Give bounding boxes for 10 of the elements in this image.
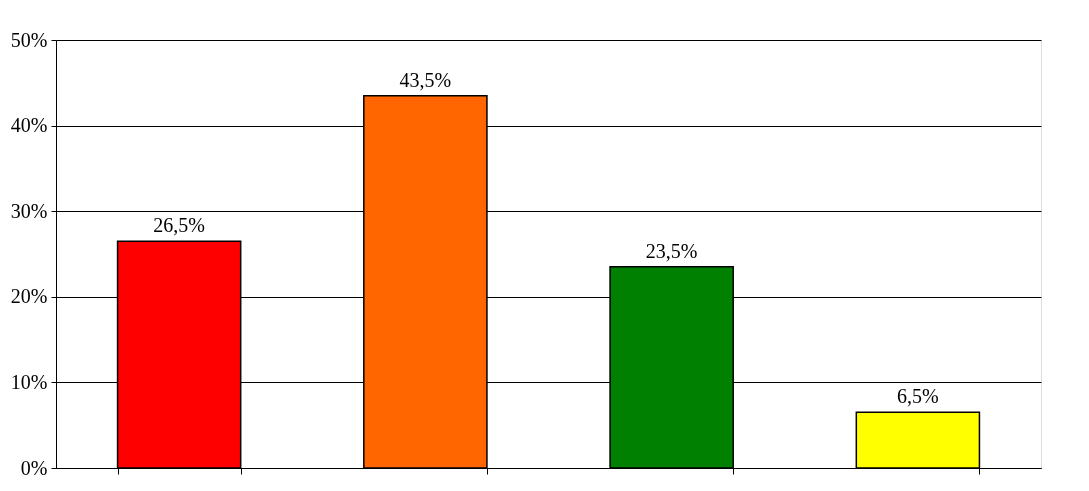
y-tick-label: 10%	[10, 370, 48, 393]
data-label: 26,5%	[153, 214, 205, 237]
data-label: 43,5%	[399, 68, 452, 91]
y-tick-label: 0%	[20, 456, 48, 479]
y-tick-label: 30%	[10, 199, 48, 222]
y-tick-label: 40%	[10, 114, 48, 137]
data-label: 6,5%	[897, 385, 939, 408]
data-label: 23,5%	[645, 239, 698, 262]
y-tick-label: 20%	[10, 285, 48, 308]
y-tick-label: 50%	[10, 28, 48, 51]
